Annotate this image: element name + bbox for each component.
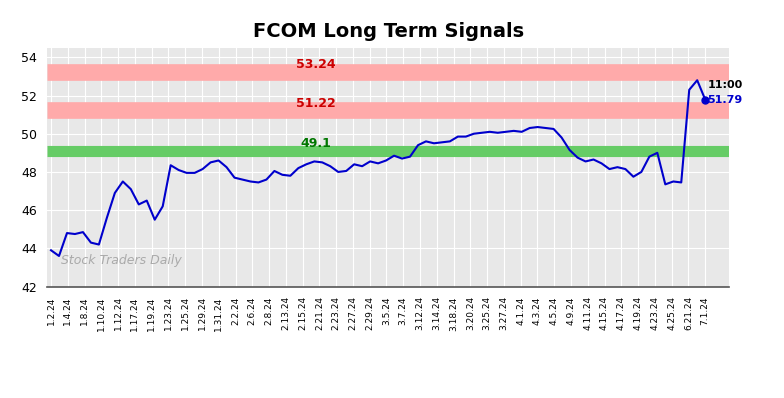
- Text: 11:00: 11:00: [708, 80, 742, 90]
- Text: 49.1: 49.1: [300, 137, 332, 150]
- Title: FCOM Long Term Signals: FCOM Long Term Signals: [252, 21, 524, 41]
- Text: 53.24: 53.24: [296, 59, 336, 71]
- Text: 51.79: 51.79: [708, 95, 742, 105]
- Text: Stock Traders Daily: Stock Traders Daily: [60, 254, 181, 267]
- Text: 51.22: 51.22: [296, 97, 336, 110]
